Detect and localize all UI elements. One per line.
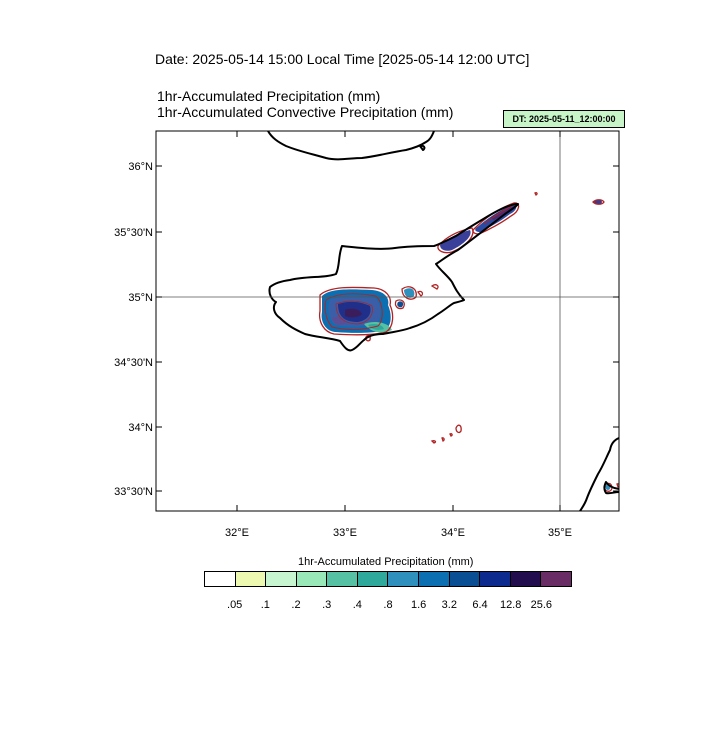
lat-tick-label: 35°30'N — [114, 227, 153, 239]
colorbar-level-label: .4 — [352, 599, 362, 611]
colorbar-level-label: 6.4 — [472, 599, 488, 611]
colorbar-level-label: 1.6 — [411, 599, 427, 611]
colorbar-swatch — [388, 572, 420, 586]
colorbar-level-label: .2 — [291, 599, 301, 611]
map-frame — [155, 130, 620, 512]
convective-contours — [318, 192, 619, 492]
field-title-convective-precipitation: 1hr-Accumulated Convective Precipitation… — [157, 104, 454, 120]
lat-tick-label: 34°30'N — [114, 357, 153, 369]
colorbar-swatch — [235, 572, 267, 586]
latitude-axis — [156, 165, 619, 492]
colorbar-level-label: .1 — [260, 599, 270, 611]
colorbar-title: 1hr-Accumulated Precipitation (mm) — [298, 556, 474, 568]
colorbar-swatch — [357, 572, 389, 586]
colorbar-swatch — [419, 572, 450, 586]
lon-tick-label: 32°E — [225, 527, 249, 539]
colorbar-swatch — [327, 572, 358, 586]
lon-tick-label: 35°E — [548, 527, 572, 539]
colorbar — [204, 571, 572, 587]
colorbar-swatch — [510, 572, 542, 586]
lat-tick-label: 36°N — [128, 161, 153, 173]
colorbar-swatch — [266, 572, 297, 586]
colorbar-swatch — [449, 572, 481, 586]
lat-tick-label: 33°30'N — [114, 486, 153, 498]
colorbar-level-label: .8 — [383, 599, 393, 611]
colorbar-level-label: .3 — [322, 599, 332, 611]
colorbar-swatch — [480, 572, 511, 586]
colorbar-level-label: 25.6 — [530, 599, 553, 611]
lon-tick-label: 34°E — [441, 527, 465, 539]
coastlines — [267, 131, 619, 511]
colorbar-level-label: .05 — [227, 599, 243, 611]
colorbar-level-label: 3.2 — [441, 599, 457, 611]
field-title-precipitation: 1hr-Accumulated Precipitation (mm) — [157, 88, 381, 104]
colorbar-swatch — [541, 572, 571, 586]
map-content — [267, 131, 619, 511]
colorbar-swatch — [205, 572, 236, 586]
precipitation-field — [321, 199, 611, 490]
lat-tick-label: 34°N — [128, 422, 153, 434]
date-title: Date: 2025-05-14 15:00 Local Time [2025-… — [155, 51, 530, 67]
lat-tick-label: 35°N — [128, 292, 153, 304]
longitude-axis — [236, 131, 561, 511]
colorbar-swatch — [296, 572, 328, 586]
lon-tick-label: 33°E — [333, 527, 357, 539]
colorbar-level-label: 12.8 — [499, 599, 522, 611]
dt-badge: DT: 2025-05-11_12:00:00 — [503, 110, 625, 128]
